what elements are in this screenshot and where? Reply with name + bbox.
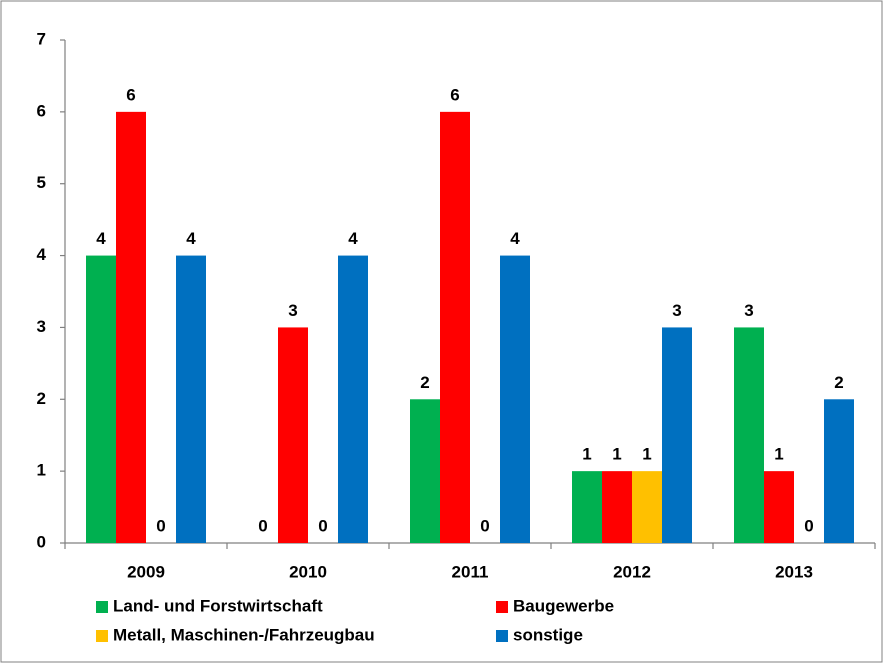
value-label: 0 [480,516,489,535]
x-tick-label: 2010 [289,562,327,581]
x-tick-label: 2013 [775,562,813,581]
legend-swatch [96,601,108,613]
legend-label: Land- und Forstwirtschaft [113,596,323,615]
bar [632,471,662,543]
value-label: 1 [774,445,783,464]
value-label: 3 [672,301,681,320]
bar [764,471,794,543]
value-label: 4 [348,229,358,248]
bar [734,327,764,543]
bar [500,255,530,544]
y-tick-label: 4 [37,245,47,264]
bar [824,399,854,543]
legend-swatch [496,601,508,613]
value-label: 0 [804,516,813,535]
value-label: 0 [156,516,165,535]
value-label: 4 [510,229,520,248]
value-label: 1 [612,445,621,464]
bar [278,327,308,543]
bar [662,327,692,543]
legend-label: Baugewerbe [513,596,614,615]
value-label: 4 [186,229,196,248]
y-tick-label: 6 [37,101,46,120]
bar [86,255,116,544]
y-tick-label: 0 [37,532,46,551]
value-label: 0 [258,516,267,535]
y-tick-label: 3 [37,317,46,336]
x-tick-label: 2011 [452,562,489,581]
y-tick-label: 2 [37,389,46,408]
bar [602,471,632,543]
value-label: 1 [642,445,651,464]
y-tick-label: 5 [37,173,46,192]
value-label: 4 [96,229,106,248]
value-label: 2 [834,373,843,392]
x-tick-label: 2012 [613,562,651,581]
bar [176,255,206,544]
legend-label: sonstige [513,625,583,644]
legend-swatch [496,630,508,642]
value-label: 6 [126,85,135,104]
bar [116,111,146,543]
bar [410,399,440,543]
value-label: 0 [318,516,327,535]
value-label: 6 [450,85,459,104]
value-label: 3 [288,301,297,320]
legend-label: Metall, Maschinen-/Fahrzeugbau [113,625,375,644]
y-tick-label: 7 [37,29,46,48]
bar [440,111,470,543]
y-tick-label: 1 [37,461,46,480]
legend-swatch [96,630,108,642]
bar [338,255,368,544]
x-tick-label: 2009 [127,562,165,581]
bar [572,471,602,543]
value-label: 3 [744,301,753,320]
value-label: 2 [420,373,429,392]
value-label: 1 [582,445,591,464]
